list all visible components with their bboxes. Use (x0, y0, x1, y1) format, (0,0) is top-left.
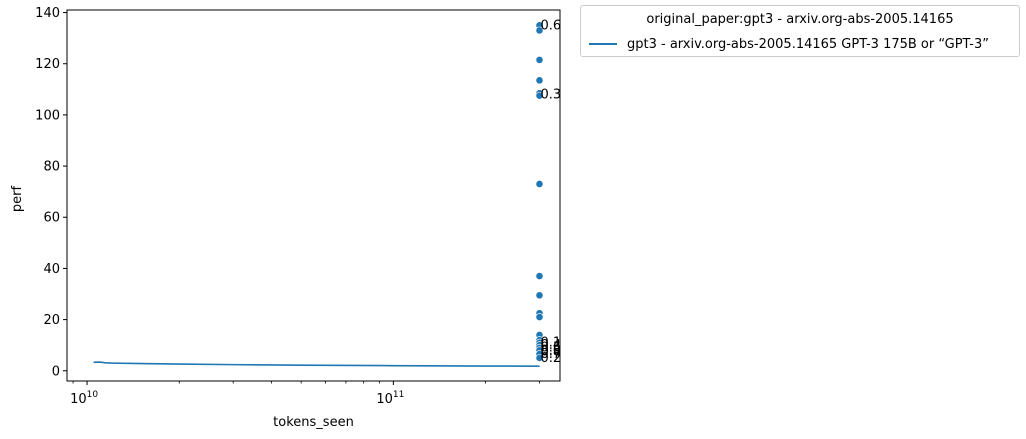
legend-line-swatch (589, 43, 617, 45)
legend-entry-label: gpt3 - arxiv.org-abs-2005.14165 GPT-3 17… (627, 36, 989, 52)
axes: 0 20 40 60 80 100 120 140 1010 1011 (35, 6, 561, 407)
plot-area: 0.6 0.3 0.10.40.50.00.80.70.2 (93, 18, 561, 367)
scatter-point (535, 91, 544, 100)
y-tick-label: 120 (35, 57, 60, 72)
scatter-point (535, 291, 544, 300)
y-tick-label: 60 (43, 211, 60, 226)
scatter-point (535, 354, 544, 362)
legend: original_paper:gpt3 - arxiv.org-abs-2005… (580, 5, 1020, 57)
point-annotation: 0.2 (540, 351, 561, 366)
scatter-point (535, 313, 544, 321)
x-tick-label: 1010 (70, 390, 98, 407)
scatter-point (535, 180, 544, 188)
scatter-point (535, 76, 544, 85)
point-annotation: 0.8 (540, 345, 561, 360)
point-annotation: 0.5 (540, 341, 561, 356)
scatter-point (535, 272, 544, 280)
y-axis-label: perf (10, 185, 25, 212)
plot-frame (66, 9, 561, 382)
x-axis-label: tokens_seen (273, 415, 354, 430)
scatter-point (535, 55, 544, 64)
point-annotation: 0.3 (540, 87, 561, 102)
y-tick-label: 20 (43, 313, 60, 328)
point-annotation: 0.0 (540, 343, 561, 358)
point-annotation: 0.4 (540, 338, 561, 353)
legend-entry: gpt3 - arxiv.org-abs-2005.14165 GPT-3 17… (589, 36, 989, 52)
legend-title: original_paper:gpt3 - arxiv.org-abs-2005… (646, 12, 954, 27)
scatter-point (535, 26, 544, 35)
point-annotation: 0.1 (540, 336, 561, 351)
y-tick-label: 0 (52, 364, 60, 379)
point-annotation: 0.6 (540, 18, 561, 33)
point-annotation: 0.7 (540, 347, 561, 362)
y-tick-label: 80 (43, 160, 60, 175)
y-tick-label: 140 (35, 6, 60, 21)
x-tick-label: 1011 (376, 390, 404, 407)
y-tick-label: 40 (43, 262, 60, 277)
series-line (93, 361, 540, 367)
y-tick-label: 100 (35, 108, 60, 123)
